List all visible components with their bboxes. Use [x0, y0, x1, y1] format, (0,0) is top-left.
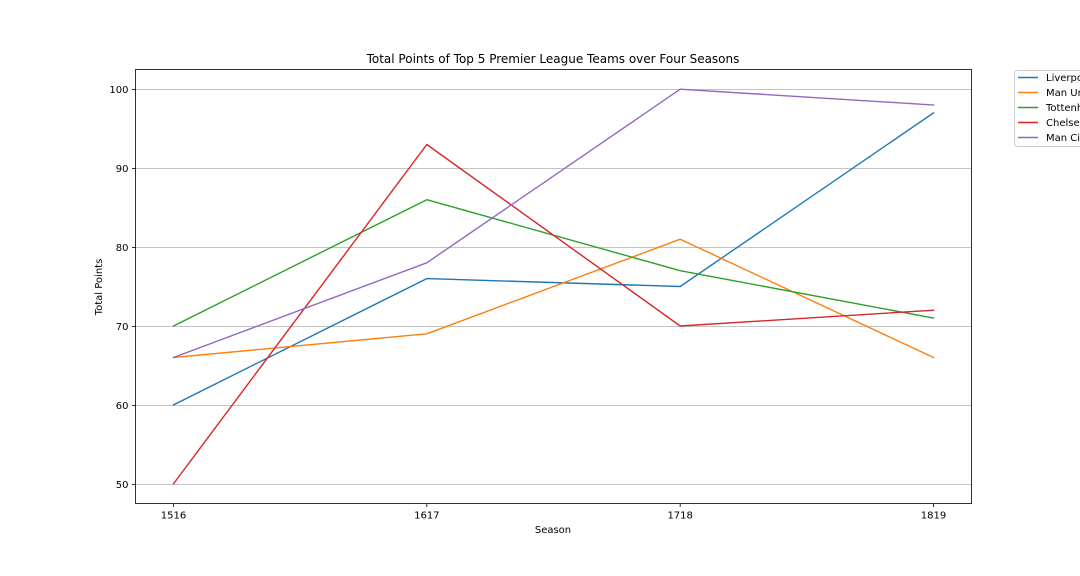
series-line-man-city [172, 88, 935, 359]
legend-label: Tottenham [1045, 103, 1080, 114]
chart-title: Total Points of Top 5 Premier League Tea… [366, 52, 740, 66]
x-tick-label: 1819 [921, 511, 946, 522]
y-tick-label: 90 [116, 164, 129, 175]
y-tick-label: 50 [116, 480, 129, 491]
series-line-man-united [172, 238, 935, 359]
y-axis-label: Total Points [94, 259, 105, 317]
legend-label: Liverpool [1046, 73, 1080, 84]
y-tick-label: 80 [116, 243, 129, 254]
series-line-liverpool [172, 111, 935, 406]
legend-label: Chelsea [1046, 118, 1080, 129]
series-line-chelsea [172, 143, 935, 485]
x-axis-label: Season [535, 525, 571, 536]
x-axis-ticks: 1516 1617 1718 1819 [161, 503, 946, 522]
plot-area-frame [135, 69, 972, 504]
legend-label: Man City [1046, 133, 1080, 144]
series-line-tottenham [172, 198, 935, 327]
legend-box [1014, 70, 1080, 147]
legend-label: Man United [1046, 88, 1080, 99]
x-tick-label: 1718 [667, 511, 692, 522]
x-tick-label: 1617 [414, 511, 439, 522]
y-tick-label: 60 [116, 401, 129, 412]
y-tick-label: 70 [116, 322, 129, 333]
series-lines [172, 88, 935, 485]
y-axis-ticks: 50 60 70 80 90 100 [109, 85, 136, 491]
x-tick-label: 1516 [161, 511, 186, 522]
y-tick-label: 100 [109, 85, 128, 96]
y-grid [135, 89, 972, 485]
legend: Liverpool Man United Tottenham Chelsea Man C… [1014, 70, 1080, 147]
